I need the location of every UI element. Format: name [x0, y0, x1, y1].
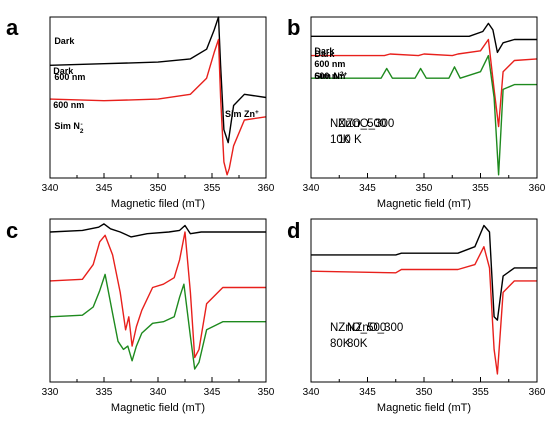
panel-annotation: NZnO_500 [330, 322, 386, 334]
x-axis-label: Magnetic filed (mT) [111, 198, 205, 210]
x-tick-label: 350 [150, 183, 167, 194]
panel-annotation: 80K [330, 338, 351, 350]
panel-annotation: 10 K [338, 134, 362, 146]
series-label: Dark [314, 46, 335, 56]
series-line-sim-n [49, 273, 266, 370]
x-tick-label: 345 [359, 387, 376, 398]
x-tick-label: 340 [150, 387, 167, 398]
x-tick-label: 335 [96, 387, 113, 398]
plot-frame [49, 218, 267, 383]
panel-letter: d [287, 218, 300, 243]
x-tick-label: 340 [303, 183, 320, 194]
x-tick-label: 360 [529, 183, 546, 194]
panel-annotation: 80K [347, 338, 368, 350]
series-label: Sim N2+ [314, 71, 347, 82]
x-tick-label: 350 [416, 183, 433, 194]
series-line-dark [311, 224, 537, 321]
panel-annotation: NZnO_300 [338, 118, 394, 130]
x-tick-label: 350 [258, 387, 275, 398]
series-label: 600 nm [314, 59, 345, 69]
x-tick-label: 355 [472, 387, 489, 398]
x-axis-label: Magnetic field (mT) [377, 198, 471, 210]
x-tick-label: 360 [258, 183, 275, 194]
x-axis-label: Magnetic field (mT) [377, 402, 471, 414]
series-line-600-nm [49, 38, 267, 176]
species-label: Sim Zn+ [225, 109, 259, 120]
series-label: Dark [53, 66, 74, 76]
series-label: 600 nm [54, 72, 85, 82]
series-line-dark [49, 223, 266, 238]
series-line-600-nm [49, 231, 266, 359]
panel-letter: b [287, 15, 300, 40]
x-tick-label: 340 [303, 387, 320, 398]
series-line-sim-n [311, 54, 537, 176]
x-tick-label: 350 [416, 387, 433, 398]
panel-letter: a [6, 15, 19, 40]
x-axis-label: Magnetic field (mT) [111, 402, 205, 414]
plot-frame [49, 16, 267, 179]
series-line-600-nm [310, 246, 537, 375]
panel-letter: c [6, 218, 18, 243]
panel-annotation: NZnO_500 [330, 118, 386, 130]
x-tick-label: 345 [204, 387, 221, 398]
series-label: 600 nm [314, 71, 345, 81]
x-tick-label: 355 [204, 183, 221, 194]
x-tick-label: 355 [472, 183, 489, 194]
x-tick-label: 345 [96, 183, 113, 194]
panel-annotation: 10K [330, 134, 351, 146]
series-label: Dark [54, 36, 75, 46]
panel-annotation: NZnO_300 [347, 322, 403, 334]
x-tick-label: 330 [42, 387, 59, 398]
chart-panel-d: d Dark 600 nm NZnO_500 80K 340 345 350 355 360 Mag… [287, 49, 546, 414]
series-line-dark [311, 22, 537, 54]
series-label: 600 nm [53, 100, 84, 110]
x-tick-label: 360 [529, 387, 546, 398]
x-tick-label: 340 [42, 183, 59, 194]
series-line-600-nm [311, 38, 538, 128]
series-label: Sim N2- [54, 121, 84, 135]
x-tick-label: 345 [359, 183, 376, 194]
series-label: Dark [314, 49, 335, 59]
